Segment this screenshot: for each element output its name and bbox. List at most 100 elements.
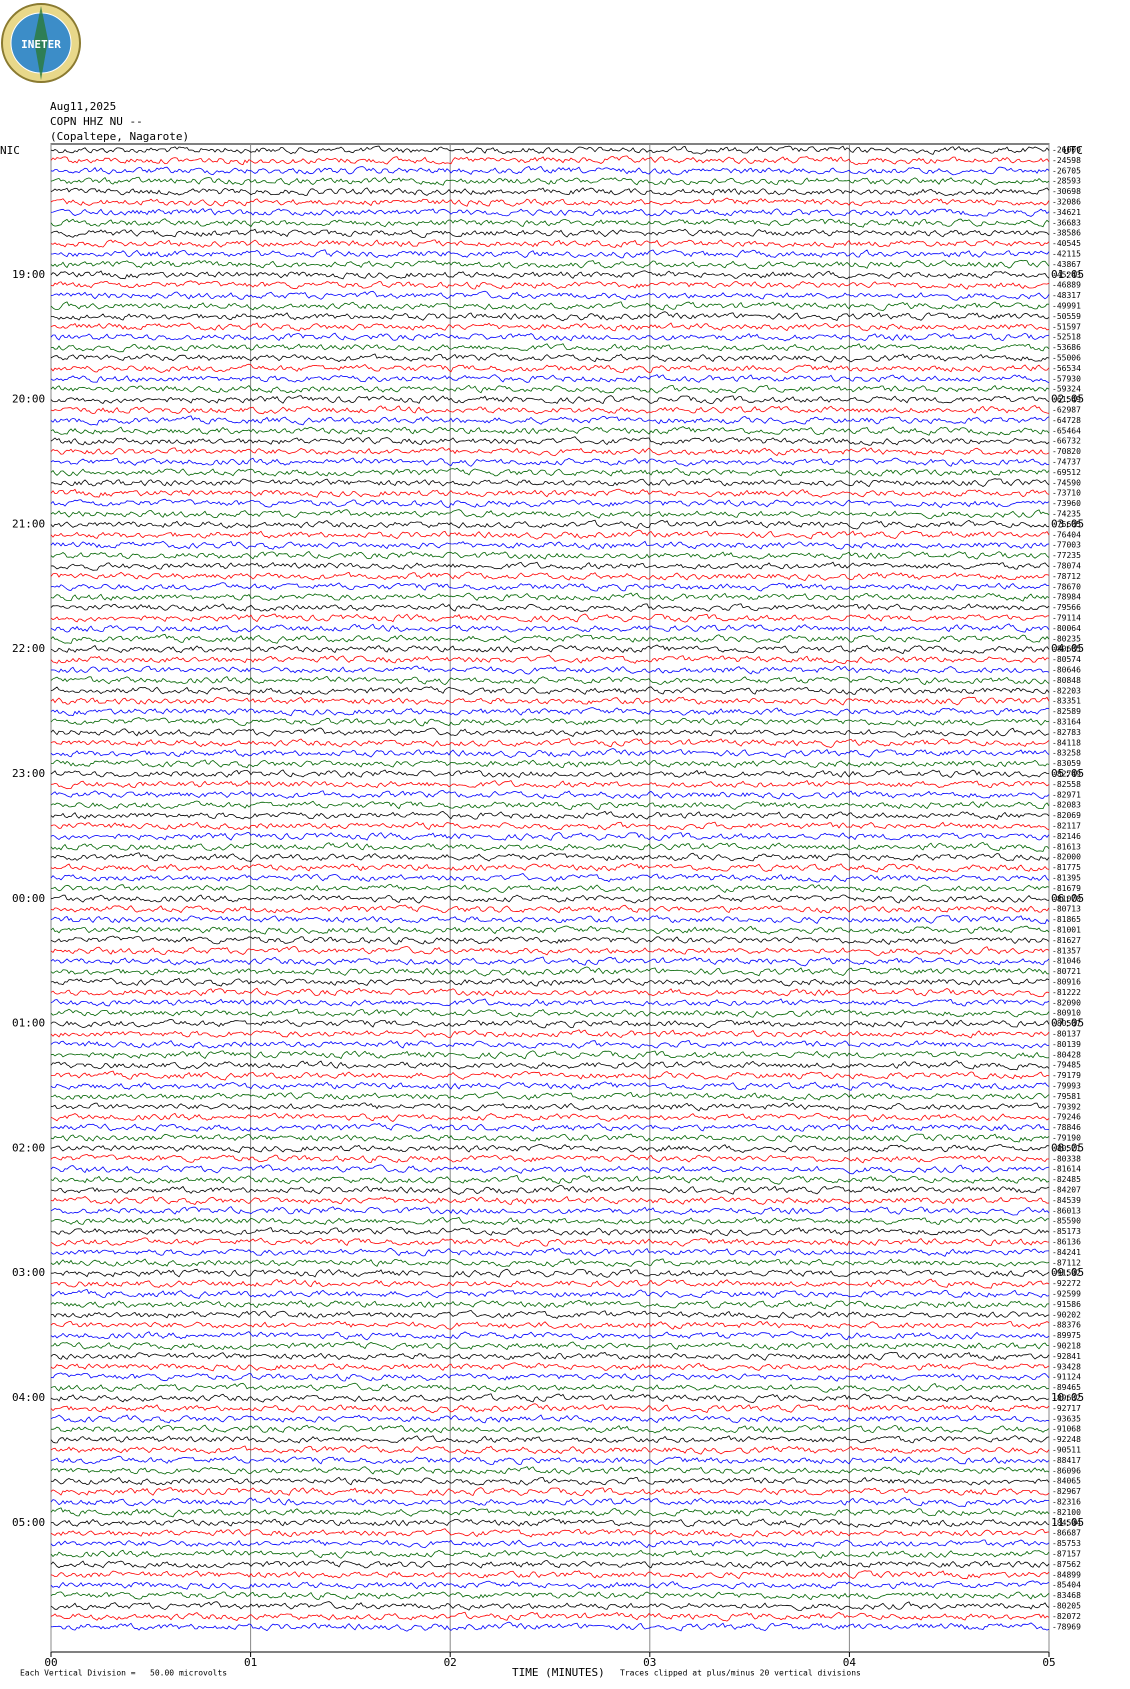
trace xyxy=(50,187,1050,196)
trace-offset: -86096 xyxy=(1052,1466,1081,1475)
trace xyxy=(50,301,1049,312)
trace-offset: -78846 xyxy=(1052,1123,1081,1132)
trace xyxy=(50,1393,1050,1404)
trace xyxy=(50,582,1050,592)
trace xyxy=(50,332,1050,342)
trace-offset: -80910 xyxy=(1052,1009,1081,1018)
trace xyxy=(50,353,1050,363)
trace xyxy=(50,707,1050,717)
trace xyxy=(50,571,1050,581)
trace xyxy=(50,966,1050,977)
trace xyxy=(50,519,1050,530)
trace-offset: -75605 xyxy=(1052,520,1081,529)
trace xyxy=(50,1289,1050,1299)
trace xyxy=(50,1351,1050,1361)
trace-offset: -82090 xyxy=(1052,998,1081,1007)
trace xyxy=(50,1445,1050,1455)
trace-offset: -80507 xyxy=(1052,1019,1081,1028)
x-tick-label: 00 xyxy=(44,1656,57,1669)
trace-offset: -81395 xyxy=(1052,874,1081,883)
logo-text: INETER xyxy=(21,38,61,51)
trace-offset: -90218 xyxy=(1052,1342,1081,1351)
trace xyxy=(50,1237,1050,1247)
trace-offset: -79190 xyxy=(1052,1134,1081,1143)
trace xyxy=(50,665,1050,675)
trace-offset: -93635 xyxy=(1052,1414,1081,1423)
trace xyxy=(50,1278,1050,1289)
left-time: 19:00 xyxy=(12,268,45,281)
trace xyxy=(50,395,1050,405)
trace-offset: -52518 xyxy=(1052,333,1081,342)
trace-offset: -34621 xyxy=(1052,208,1081,217)
trace-offset: -83164 xyxy=(1052,718,1081,727)
trace-offset: -84241 xyxy=(1052,1248,1081,1257)
trace-offset: -69512 xyxy=(1052,468,1081,477)
trace-offset: -80848 xyxy=(1052,676,1081,685)
trace xyxy=(50,613,1050,623)
trace-offset: -86136 xyxy=(1052,1238,1081,1247)
trace-offset: -81613 xyxy=(1052,842,1081,851)
trace-offset: -82558 xyxy=(1052,780,1081,789)
trace-offset: -92717 xyxy=(1052,1404,1081,1413)
trace xyxy=(50,831,1050,841)
trace xyxy=(50,1611,1050,1622)
trace-offset: -81865 xyxy=(1052,915,1081,924)
trace-offset: -28593 xyxy=(1052,177,1081,186)
trace xyxy=(50,457,1050,467)
trace-offset: -70820 xyxy=(1052,447,1081,456)
trace xyxy=(50,290,1050,301)
trace xyxy=(50,1424,1050,1434)
trace-offset: -84899 xyxy=(1052,1570,1081,1579)
right-zone: UTC xyxy=(1063,144,1083,157)
trace xyxy=(50,1372,1050,1382)
trace xyxy=(51,249,1050,259)
trace xyxy=(50,1247,1049,1257)
trace xyxy=(50,1153,1050,1164)
trace-offset: -82146 xyxy=(1052,832,1081,841)
trace xyxy=(50,1320,1050,1330)
trace xyxy=(50,259,1050,270)
trace-offset: -81046 xyxy=(1052,957,1081,966)
trace xyxy=(50,197,1050,207)
trace-offset: -84539 xyxy=(1052,1196,1081,1205)
trace-offset: -65464 xyxy=(1052,426,1081,435)
trace-offset: -84118 xyxy=(1052,738,1081,747)
trace-offset: -86013 xyxy=(1052,1206,1081,1215)
trace-offset: -74737 xyxy=(1052,458,1081,467)
trace-offset: -83258 xyxy=(1052,749,1081,758)
trace-offset: -78984 xyxy=(1052,593,1081,602)
trace-offset: -74590 xyxy=(1052,478,1081,487)
trace xyxy=(50,1591,1050,1601)
trace-offset: -81222 xyxy=(1052,988,1081,997)
trace xyxy=(50,1487,1050,1497)
trace xyxy=(50,810,1050,821)
left-time: 20:00 xyxy=(12,393,45,406)
trace-offset: -82072 xyxy=(1052,1612,1081,1621)
left-time: 01:00 xyxy=(12,1017,45,1030)
trace-offset: -79566 xyxy=(1052,603,1081,612)
trace xyxy=(50,270,1050,280)
trace xyxy=(50,280,1050,290)
right-time: 02:05 xyxy=(1051,393,1084,406)
right-time: 01:05 xyxy=(1051,268,1084,281)
trace xyxy=(50,1309,1050,1320)
trace-offset: -82589 xyxy=(1052,707,1081,716)
trace xyxy=(50,1081,1050,1091)
trace xyxy=(50,529,1050,540)
trace-offset: -85753 xyxy=(1052,1539,1081,1548)
trace-offset: -92599 xyxy=(1052,1290,1081,1299)
x-axis-label: TIME (MINUTES) xyxy=(512,1666,605,1679)
trace-offset: -92248 xyxy=(1052,1435,1081,1444)
trace-offset: -77003 xyxy=(1052,541,1081,550)
left-time: 05:00 xyxy=(12,1516,45,1529)
trace xyxy=(50,841,1050,852)
trace xyxy=(50,1549,1050,1559)
trace xyxy=(50,1341,1050,1351)
trace-offset: -76404 xyxy=(1052,530,1081,539)
trace xyxy=(50,426,1050,436)
trace xyxy=(50,1060,1050,1071)
trace-offset: -81679 xyxy=(1052,884,1081,893)
trace xyxy=(50,467,1050,477)
x-tick-label: 04 xyxy=(843,1656,857,1669)
trace xyxy=(50,1621,1050,1632)
